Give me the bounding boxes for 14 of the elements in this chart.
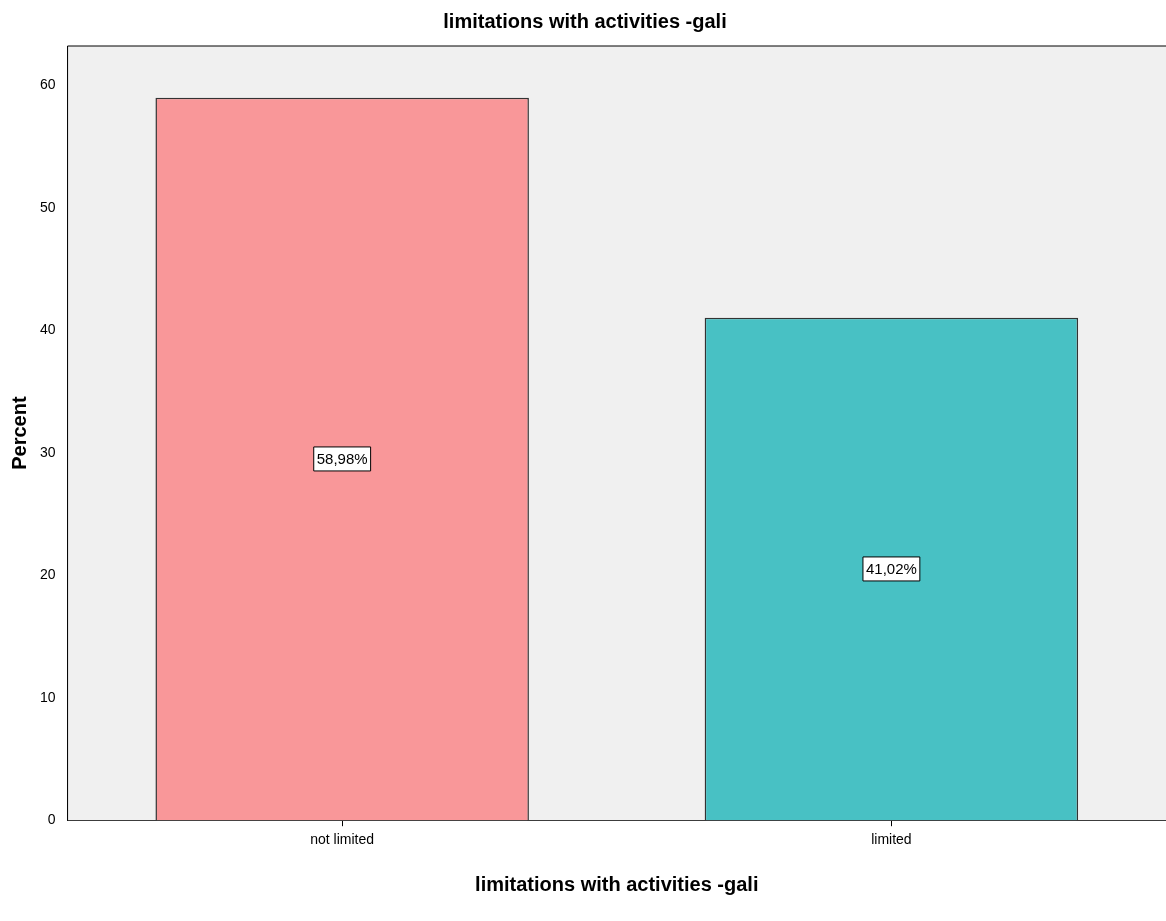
x-tick-label: not limited	[310, 831, 375, 848]
chart-title: limitations with activities -gali	[443, 9, 727, 32]
data-label: 58,98%	[316, 450, 368, 468]
y-tick-label: 50	[39, 198, 56, 215]
y-tick-label: 10	[39, 688, 56, 705]
x-axis-title: limitations with activities -gali	[475, 872, 759, 895]
x-tick-label: limited	[871, 831, 912, 848]
y-tick-label: 40	[39, 321, 56, 338]
data-label: 41,02%	[865, 560, 917, 578]
y-axis-title: Percent	[7, 396, 30, 470]
y-tick-label: 0	[47, 811, 56, 828]
y-tick-label: 30	[39, 443, 56, 460]
y-tick-label: 60	[39, 76, 56, 93]
y-tick-label: 20	[39, 566, 56, 583]
